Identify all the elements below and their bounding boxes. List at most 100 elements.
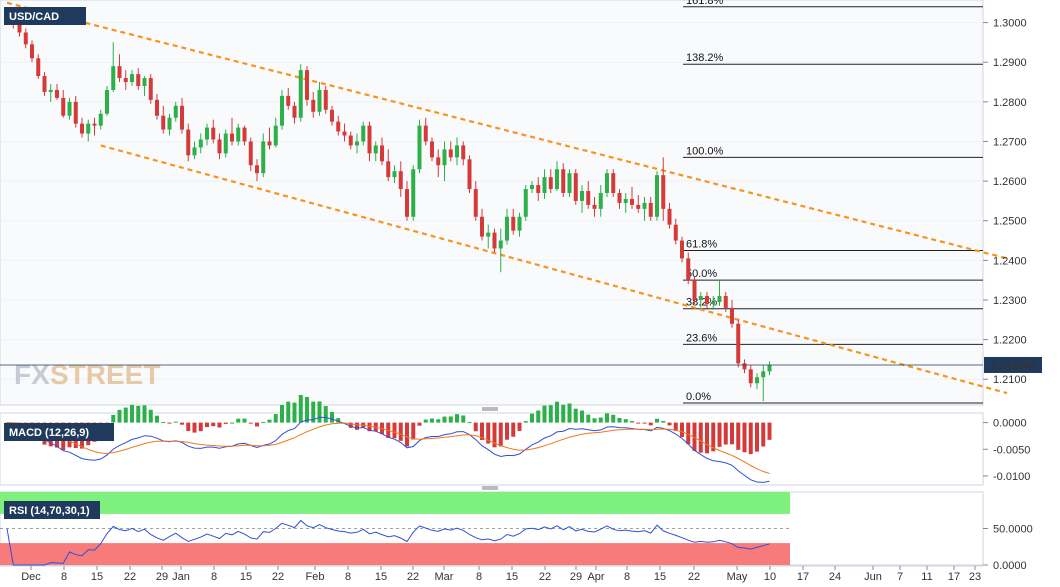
candle-body [223,133,228,154]
time-tick-label: 10 [764,571,776,583]
candle-body [117,66,122,79]
pane-splitter-2[interactable] [482,486,498,490]
macd-histogram-bar [298,394,303,423]
macd-histogram-bar [305,396,309,423]
macd-histogram-bar [473,422,478,432]
candle-body [723,296,728,308]
macd-histogram-bar [448,416,453,423]
macd-histogram-bar [505,422,509,440]
macd-histogram-bar [711,422,716,452]
candle-body [442,149,447,166]
candle-body [617,192,622,203]
candle-body [298,70,303,118]
time-tick-label: Dec [21,571,41,583]
candle-body [505,216,509,241]
rsi-pane-title: RSI (14,70,30,1) [4,501,100,519]
macd-histogram-bar [580,410,584,423]
candle-body [342,131,347,136]
macd-histogram-bar [480,422,484,441]
price-tick-label: 1.2700 [993,136,1027,148]
macd-histogram-bar [155,415,159,423]
candle-body [411,169,416,217]
candle-body [661,175,666,209]
rsi-line [6,519,770,566]
macd-tick-label: 0.0000 [993,418,1027,430]
macd-histogram-bar [417,422,422,426]
candle-body [567,173,572,193]
candle-body [698,296,703,300]
macd-histogram-bar [755,422,759,452]
macd-histogram-bar [592,418,597,423]
candle-body [548,177,553,190]
candle-body [80,123,84,134]
candle-body [111,66,116,90]
macd-histogram-bar [661,421,666,423]
macd-tick-label: -0.0050 [993,444,1030,456]
price-pane-title-text: USD/CAD [9,11,59,23]
price-grid [0,22,983,380]
candle-body [55,89,59,98]
time-tick-label: 22 [539,571,551,583]
candle-body [730,307,734,324]
candle-body [573,173,578,201]
macd-histogram-bar [317,401,322,423]
candle-body [180,105,184,130]
price-tick-label: 1.2600 [993,176,1027,188]
price-tick-label: 1.2500 [993,216,1027,228]
macd-histogram-bar [642,422,647,424]
macd-histogram-bar [111,414,116,423]
candle-body [255,165,259,174]
watermark-fx: FX [14,359,50,390]
macd-histogram-bar [142,405,147,423]
candle-body [317,89,322,112]
time-axis: Dec 8 15 22 29 Jan 8 15 22 Feb 8 15 22 Mar 8 15 22 29 Apr 8… [0,565,983,583]
candle-body [705,296,709,304]
fib-level-label: 100.0% [686,145,724,157]
macd-histogram-bar [286,401,291,423]
rsi-tick-label: 0.0000 [993,560,1027,572]
candle-body [448,149,453,158]
rsi-tick-label: 50.0000 [993,524,1033,536]
macd-histogram-bar [423,419,428,423]
macd-histogram-bar [211,422,216,427]
candle-body [742,363,747,370]
macd-histogram-bar [167,422,172,424]
fib-level-label: 61.8% [686,238,717,250]
macd-histogram-bar [117,409,122,423]
candle-body [592,204,597,209]
candle-body [530,185,534,190]
macd-histogram-bar [605,413,609,423]
macd-histogram-bar [217,422,222,428]
time-tick-label: 23 [969,571,981,583]
macd-histogram-bar [405,422,409,447]
macd-histogram-bar [680,422,684,438]
macd-pane-title-text: MACD (12,26,9) [9,427,89,439]
last-price-tag-background [984,356,1042,373]
pane-splitter-1[interactable] [482,407,498,411]
candle-body [686,258,691,281]
candle-body [373,145,378,154]
macd-histogram-bar [192,422,197,433]
macd-histogram-bar [148,409,153,423]
macd-histogram-bar [323,406,328,423]
candle-body [105,89,109,114]
time-tick-label: Jun [864,571,882,583]
macd-histogram-bar [705,422,709,454]
candle-body [755,377,759,384]
price-tick-label: 1.2900 [993,57,1027,69]
candle-body [517,216,522,231]
macd-histogram-bar [198,422,203,432]
candle-body [673,224,678,241]
macd-histogram-bar [223,422,228,424]
macd-histogram-bar [698,422,703,453]
candle-body [536,185,541,193]
candle-body [736,323,741,364]
time-tick-label: 8 [61,571,67,583]
candle-body [61,97,66,116]
candle-body [73,101,78,124]
price-tick-label: 1.2200 [993,335,1027,347]
candle-body [761,371,766,378]
macd-histogram-bar [573,408,578,423]
channel-lines [6,1,1008,395]
